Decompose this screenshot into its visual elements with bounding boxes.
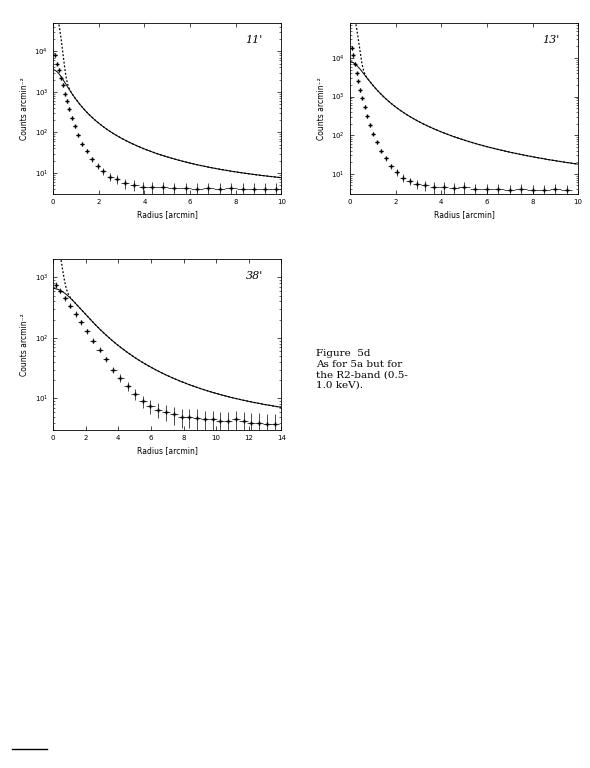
Text: Figure  5d
As for 5a but for
the R2-band (0.5-
1.0 keV).: Figure 5d As for 5a but for the R2-band … <box>316 349 408 389</box>
X-axis label: Radius [arcmin]: Radius [arcmin] <box>137 210 198 220</box>
Text: 38': 38' <box>245 271 263 281</box>
Text: 13': 13' <box>542 35 559 45</box>
Y-axis label: Counts arcmin⁻²: Counts arcmin⁻² <box>20 77 29 140</box>
Y-axis label: Counts arcmin⁻²: Counts arcmin⁻² <box>317 77 326 140</box>
Text: 11': 11' <box>245 35 263 45</box>
X-axis label: Radius [arcmin]: Radius [arcmin] <box>137 446 198 455</box>
X-axis label: Radius [arcmin]: Radius [arcmin] <box>434 210 494 220</box>
Y-axis label: Counts arcmin⁻²: Counts arcmin⁻² <box>20 313 29 376</box>
